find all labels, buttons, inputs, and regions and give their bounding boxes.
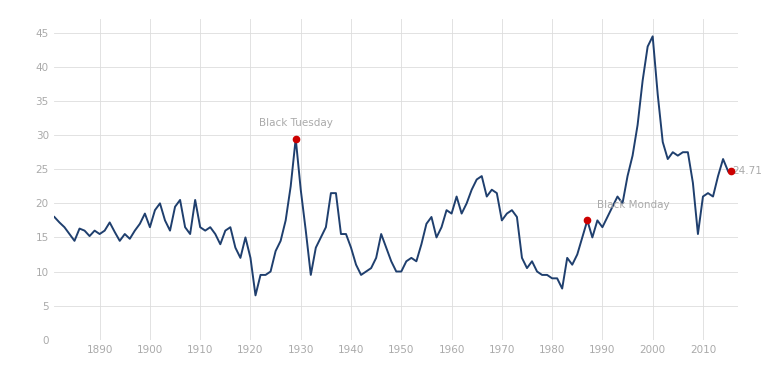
Text: 24.71: 24.71 (732, 166, 762, 176)
Text: Black Monday: Black Monday (598, 200, 670, 210)
Text: Black Tuesday: Black Tuesday (259, 119, 333, 129)
